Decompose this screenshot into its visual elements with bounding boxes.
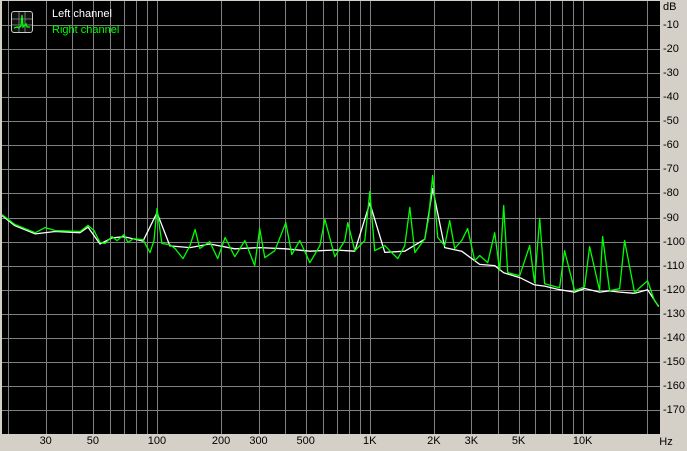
y-tick-label: -20 (663, 43, 679, 56)
x-axis-unit: Hz (659, 436, 673, 448)
x-tick-label: 100 (147, 435, 167, 447)
x-tick-label: 50 (86, 435, 100, 447)
y-tick-label: -150 (663, 355, 686, 368)
x-tick-label: 3K (464, 435, 479, 447)
x-tick-label: 2K (427, 435, 441, 447)
x-tick-label: 500 (296, 435, 315, 447)
series-line-right-channel (2, 174, 660, 307)
y-tick-label: -60 (663, 139, 679, 152)
y-tick-label: -140 (663, 331, 686, 344)
series-line-left-channel (2, 187, 660, 307)
x-tick-label: 1K (363, 435, 377, 447)
x-tick-label: 300 (249, 435, 268, 447)
x-tick-label: 30 (39, 435, 52, 447)
y-tick-label: -50 (663, 115, 679, 128)
legend-right-channel: Right channel (52, 24, 120, 36)
y-axis-unit: dB (663, 1, 677, 13)
y-tick-label: -170 (663, 403, 686, 416)
legend-left-channel: Left channel (52, 8, 112, 20)
x-tick-label: 200 (211, 435, 231, 447)
y-tick-label: -10 (663, 19, 679, 32)
y-tick-label: -70 (663, 163, 679, 176)
plot-area (2, 1, 660, 434)
spectrum-chart (2, 1, 660, 434)
spectrum-graph-icon (11, 11, 33, 33)
x-tick-label: 10K (572, 435, 593, 447)
y-tick-label: -40 (663, 91, 679, 104)
y-tick-label: -120 (663, 283, 686, 296)
y-tick-label: -130 (663, 307, 686, 320)
y-tick-label: -100 (663, 235, 686, 248)
y-tick-label: -30 (663, 67, 679, 80)
y-tick-label: -80 (663, 187, 679, 200)
x-tick-label: 5K (511, 435, 526, 447)
y-tick-label: -110 (663, 259, 685, 272)
y-tick-label: -90 (663, 211, 679, 224)
y-tick-label: -160 (663, 379, 686, 392)
